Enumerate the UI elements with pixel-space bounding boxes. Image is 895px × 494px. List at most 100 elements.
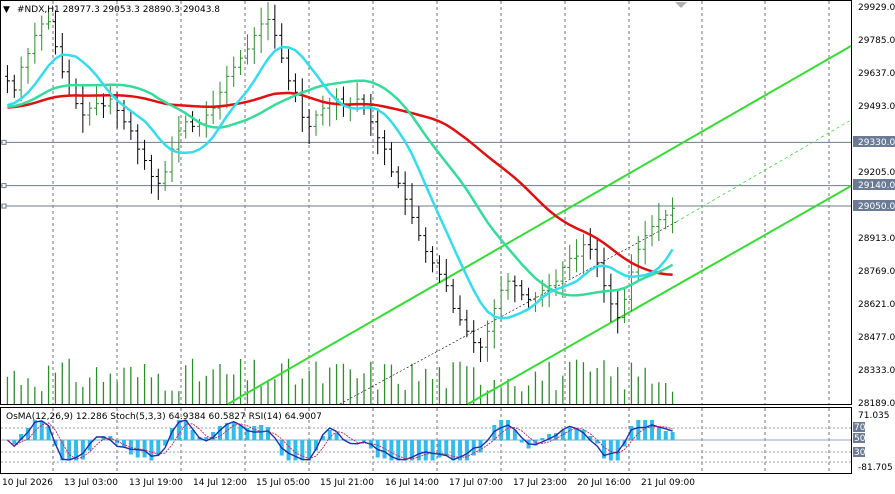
time-label: 21 Jul 09:00	[641, 478, 695, 488]
osma-histogram-bar	[410, 440, 414, 461]
level-label-29330: 29330.0	[858, 138, 895, 148]
osma-histogram-bar	[238, 425, 243, 441]
osma-histogram-bar	[547, 434, 552, 441]
osma-histogram-bar	[396, 440, 401, 461]
osma-histogram-bar	[190, 430, 195, 441]
level-handle	[1, 183, 7, 189]
price-tick: 29785.0	[858, 36, 895, 46]
oscillator-panel	[1, 419, 851, 463]
osma-histogram-bar	[26, 428, 30, 441]
osma-histogram-bar	[533, 440, 538, 446]
osma-histogram-bar	[245, 428, 250, 441]
trend-channel[interactable]	[227, 45, 852, 405]
osma-histogram-bar	[389, 440, 394, 461]
channel-lower-line	[467, 185, 852, 405]
time-axis: 10 Jul 2026 13 Jul 03:00 13 Jul 19:00 14…	[2, 478, 695, 488]
osma-histogram-bar	[204, 437, 209, 441]
level-label-bg	[853, 136, 895, 147]
osma-histogram-bar	[382, 440, 387, 459]
osma-histogram-bar	[94, 440, 99, 441]
price-tick: 29205.0	[858, 168, 895, 178]
osma-histogram-bar	[231, 422, 236, 441]
osma-histogram-bar	[80, 440, 85, 460]
time-label: 15 Jul 21:00	[320, 478, 374, 488]
osma-histogram-bar	[540, 438, 545, 441]
stochastic-main-line	[6, 419, 673, 461]
osma-histogram-bar	[122, 440, 126, 448]
osma-histogram-bar	[12, 440, 17, 445]
osma-histogram-bar	[451, 440, 456, 461]
osma-histogram-bar	[176, 420, 181, 441]
osma-histogram-bar	[32, 420, 37, 441]
osma-histogram-bar	[615, 440, 620, 461]
osma-histogram-bar	[128, 440, 133, 455]
osma-histogram-bar	[60, 440, 65, 461]
osma-histogram-bar	[492, 425, 497, 441]
osma-histogram-bar	[286, 440, 291, 461]
indicator-scale-bottom: -81.705	[858, 463, 893, 473]
price-tick: 28189.0	[858, 399, 895, 409]
price-tick: 29637.0	[858, 69, 895, 79]
osma-histogram-bar	[355, 440, 360, 441]
osma-histogram-bar	[314, 440, 318, 451]
rsi-level-30: 30	[854, 448, 866, 458]
osma-histogram-bar	[19, 434, 24, 441]
channel-upper-line	[227, 45, 852, 405]
stochastic-signal-line	[7, 422, 673, 460]
osma-histogram-bar	[588, 436, 593, 441]
rsi-label-bg	[853, 422, 865, 432]
price-tick: 28621.0	[858, 300, 895, 310]
osma-histogram-bar	[266, 427, 270, 441]
osma-histogram-bar	[272, 440, 277, 441]
osma-histogram-bar	[39, 421, 44, 441]
osma-histogram-bar	[211, 432, 216, 441]
osma-histogram-bar	[437, 440, 442, 458]
osma-histogram-bar	[423, 440, 428, 461]
osma-histogram-bar	[115, 440, 120, 444]
rsi-label-bg	[853, 447, 865, 457]
osma-histogram-bar	[650, 420, 654, 441]
level-label-bg	[853, 179, 895, 190]
osma-histogram-bar	[444, 440, 449, 456]
level-handle	[1, 139, 7, 145]
osma-histogram-bar	[512, 430, 517, 441]
osma-histogram-bar	[259, 425, 264, 441]
osma-histogram-bar	[170, 428, 174, 441]
osma-histogram-bar	[560, 430, 565, 441]
time-label: 15 Jul 05:00	[256, 478, 310, 488]
time-label: 14 Jul 12:00	[193, 478, 247, 488]
osma-histogram-bar	[464, 440, 469, 461]
osma-histogram-bar	[670, 432, 675, 441]
time-label: 17 Jul 23:00	[513, 478, 567, 488]
price-tick: 29929.0	[858, 3, 895, 13]
osma-histogram-bar	[218, 426, 222, 441]
shift-marker-icon[interactable]: ▼	[3, 5, 10, 15]
main-chart-frame	[0, 0, 852, 405]
osma-histogram-bar	[149, 440, 154, 461]
price-tick: 28477.0	[858, 333, 895, 343]
osma-histogram-bar	[595, 440, 600, 444]
ma-cyan-line	[7, 45, 674, 320]
osma-histogram-bar	[602, 440, 606, 459]
osma-histogram-bar	[334, 433, 339, 441]
time-label: 16 Jul 14:00	[385, 478, 439, 488]
osma-histogram-bar	[416, 440, 421, 461]
osma-histogram-bar	[46, 426, 51, 441]
osma-histogram-bar	[574, 429, 579, 441]
osma-histogram-bar	[519, 440, 524, 443]
level-handle	[1, 203, 7, 209]
osma-histogram-bar	[636, 420, 641, 441]
osma-histogram-bar	[252, 426, 257, 441]
osma-histogram-bar	[567, 428, 572, 441]
shift-triangle-icon[interactable]	[675, 2, 687, 8]
osma-histogram-bar	[663, 431, 668, 441]
time-label: 13 Jul 03:00	[64, 478, 118, 488]
indicator-scale-top: 71.035	[858, 411, 890, 421]
level-label-29140: 29140.0	[858, 181, 895, 191]
level-label-bg	[853, 200, 895, 211]
rsi-label-bg	[853, 433, 865, 443]
osma-histogram-bar	[163, 440, 168, 446]
osma-histogram-bar	[403, 440, 408, 461]
